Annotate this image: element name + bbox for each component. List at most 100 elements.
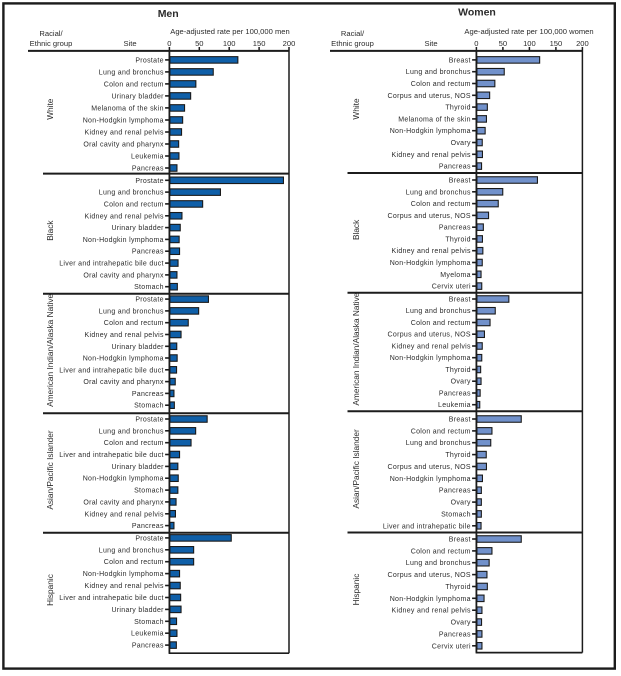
svg-text:Age-adjusted rate per 100,000: Age-adjusted rate per 100,000 men [170,27,289,36]
svg-text:Liver and intrahepatic bile du: Liver and intrahepatic bile duct [59,261,164,268]
svg-text:Leukemia: Leukemia [131,631,164,638]
svg-text:Non-Hodgkin lymphoma: Non-Hodgkin lymphoma [83,118,164,125]
svg-text:Men: Men [158,8,179,20]
svg-text:Ovary: Ovary [451,379,471,386]
svg-text:Hispanic: Hispanic [351,574,361,606]
svg-text:White: White [351,98,361,120]
svg-text:Oral cavity and pharynx: Oral cavity and pharynx [83,272,164,279]
svg-text:Lung and bronchus: Lung and bronchus [99,428,164,435]
svg-text:Non-Hodgkin lymphoma: Non-Hodgkin lymphoma [83,571,164,578]
svg-text:Kidney and renal pelvis: Kidney and renal pelvis [85,511,164,518]
svg-text:100: 100 [523,39,536,48]
svg-text:Non-Hodgkin lymphoma: Non-Hodgkin lymphoma [390,128,471,135]
svg-text:Kidney and renal pelvis: Kidney and renal pelvis [85,332,164,339]
svg-text:Urinary bladder: Urinary bladder [111,464,164,471]
svg-text:Pancreas: Pancreas [132,249,164,256]
svg-text:Prostate: Prostate [135,535,163,542]
svg-text:Pancreas: Pancreas [132,643,164,650]
svg-text:Non-Hodgkin lymphoma: Non-Hodgkin lymphoma [83,237,164,244]
svg-text:Lung and bronchus: Lung and bronchus [99,190,164,197]
svg-text:Site: Site [424,39,437,48]
svg-text:Lung and bronchus: Lung and bronchus [99,547,164,554]
svg-text:Black: Black [45,220,55,241]
svg-text:Colon and rectum: Colon and rectum [411,428,471,435]
svg-text:Black: Black [351,219,361,240]
svg-text:Pancreas: Pancreas [132,166,164,173]
svg-text:50: 50 [499,39,507,48]
svg-text:Lung and bronchus: Lung and bronchus [99,69,164,76]
svg-text:Breast: Breast [449,57,471,64]
svg-text:Kidney and renal pelvis: Kidney and renal pelvis [392,248,471,255]
svg-text:100: 100 [223,39,236,48]
svg-text:150: 150 [550,39,563,48]
svg-text:Kidney and renal pelvis: Kidney and renal pelvis [392,152,471,159]
svg-text:Colon and rectum: Colon and rectum [411,81,471,88]
svg-text:Non-Hodgkin lymphoma: Non-Hodgkin lymphoma [83,356,164,363]
svg-text:Lung and bronchus: Lung and bronchus [406,189,471,196]
svg-text:Liver and intrahepatic bile du: Liver and intrahepatic bile duct [59,595,164,602]
svg-text:Stomach: Stomach [134,619,164,626]
svg-text:Lung and bronchus: Lung and bronchus [406,560,471,567]
svg-text:Myeloma: Myeloma [440,272,471,279]
svg-text:0: 0 [167,39,171,48]
svg-text:Oral cavity and pharynx: Oral cavity and pharynx [83,379,164,386]
svg-text:Stomach: Stomach [441,511,471,518]
svg-text:Lung and bronchus: Lung and bronchus [99,308,164,315]
svg-text:Corpus and uterus, NOS: Corpus and uterus, NOS [388,213,471,220]
svg-text:Thyroid: Thyroid [445,584,470,591]
svg-text:Stomach: Stomach [134,284,164,291]
svg-text:Liver and intrahepatic bile du: Liver and intrahepatic bile duct [59,367,164,374]
svg-text:150: 150 [253,39,266,48]
svg-text:Thyroid: Thyroid [445,105,470,112]
svg-text:Oral cavity and pharynx: Oral cavity and pharynx [83,142,164,149]
svg-text:Corpus and uterus, NOS: Corpus and uterus, NOS [388,464,471,471]
svg-text:Colon and rectum: Colon and rectum [104,320,164,327]
svg-text:Prostate: Prostate [135,57,163,64]
svg-text:Pancreas: Pancreas [439,164,471,171]
svg-text:Thyroid: Thyroid [445,236,470,243]
svg-text:Colon and rectum: Colon and rectum [411,320,471,327]
svg-text:Asian/Pacific Islander: Asian/Pacific Islander [45,430,55,510]
svg-text:American Indian/Alaska Native: American Indian/Alaska Native [351,292,361,405]
svg-text:Prostate: Prostate [135,417,163,424]
svg-text:Ethnic group: Ethnic group [331,39,374,48]
svg-text:Breast: Breast [449,297,471,304]
svg-text:Colon and rectum: Colon and rectum [104,201,164,208]
svg-text:Pancreas: Pancreas [132,391,164,398]
svg-text:Prostate: Prostate [135,178,163,185]
svg-text:Non-Hodgkin lymphoma: Non-Hodgkin lymphoma [390,260,471,267]
svg-text:Colon and rectum: Colon and rectum [411,201,471,208]
svg-text:Cervix uteri: Cervix uteri [432,284,471,291]
svg-text:Leukemia: Leukemia [131,154,164,161]
svg-text:Breast: Breast [449,537,471,544]
svg-text:Pancreas: Pancreas [132,523,164,530]
svg-text:Breast: Breast [449,417,471,424]
svg-text:Pancreas: Pancreas [439,488,471,495]
svg-text:Colon and rectum: Colon and rectum [104,559,164,566]
svg-text:Kidney and renal pelvis: Kidney and renal pelvis [392,608,471,615]
svg-text:Melanoma of the skin: Melanoma of the skin [91,105,164,112]
svg-text:Pancreas: Pancreas [439,631,471,638]
svg-text:Women: Women [458,7,496,19]
svg-text:Melanoma of the skin: Melanoma of the skin [398,116,471,123]
svg-text:Cervix uteri: Cervix uteri [432,643,471,650]
svg-text:Non-Hodgkin lymphoma: Non-Hodgkin lymphoma [83,476,164,483]
svg-text:Oral cavity and pharynx: Oral cavity and pharynx [83,499,164,506]
svg-text:Urinary bladder: Urinary bladder [111,344,164,351]
svg-text:Corpus and uterus, NOS: Corpus and uterus, NOS [388,93,471,100]
svg-text:Lung and bronchus: Lung and bronchus [406,69,471,76]
svg-text:American Indian/Alaska Native: American Indian/Alaska Native [45,294,55,407]
svg-text:0: 0 [474,39,478,48]
svg-text:Prostate: Prostate [135,297,163,304]
svg-text:Leukemia: Leukemia [438,402,471,409]
svg-text:Liver and intrahepatic bile du: Liver and intrahepatic bile duct [59,452,164,459]
svg-text:Kidney and renal pelvis: Kidney and renal pelvis [85,583,164,590]
svg-text:Urinary bladder: Urinary bladder [111,93,164,100]
svg-text:Stomach: Stomach [134,488,164,495]
svg-text:50: 50 [195,39,203,48]
svg-text:Colon and rectum: Colon and rectum [411,548,471,555]
svg-text:200: 200 [283,39,296,48]
svg-text:Kidney and renal pelvis: Kidney and renal pelvis [85,130,164,137]
svg-text:Colon and rectum: Colon and rectum [104,440,164,447]
svg-text:White: White [45,98,55,120]
